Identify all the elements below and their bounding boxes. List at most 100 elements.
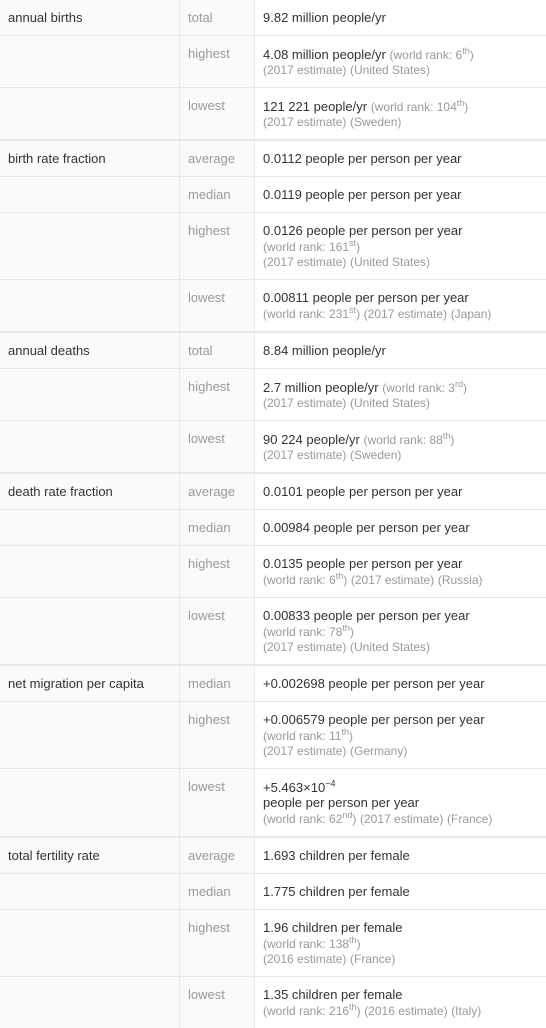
value-cell: 90 224 people/yr (world rank: 88th) (201… — [255, 421, 546, 472]
stat-label: highest — [180, 369, 255, 420]
rank-meta: (world rank: 6th) — [389, 48, 473, 62]
stat-label: highest — [180, 910, 255, 976]
value-cell: 0.0119 people per person per year — [255, 177, 546, 212]
group-label — [0, 910, 180, 976]
stat-label: total — [180, 0, 255, 35]
rank-meta: (world rank: 216th) — [263, 1004, 361, 1018]
stat-label: average — [180, 838, 255, 873]
group-label — [0, 546, 180, 597]
value-cell: 0.00811 people per person per year (worl… — [255, 280, 546, 331]
table-row: median 1.775 children per female — [0, 874, 546, 910]
estimate-meta: (2017 estimate) — [263, 744, 346, 758]
rank-meta: (world rank: 104th) — [371, 100, 469, 114]
value-cell: 9.82 million people/yr — [255, 0, 546, 35]
main-value: 1.96 children per female — [263, 920, 402, 935]
group-label — [0, 510, 180, 545]
rank-meta: (world rank: 78th) — [263, 625, 354, 639]
country-meta: (Italy) — [451, 1004, 481, 1018]
main-value: 121 221 people/yr — [263, 99, 367, 114]
country-meta: (United States) — [350, 640, 430, 654]
estimate-meta: (2017 estimate) — [263, 63, 346, 77]
main-value: 90 224 people/yr — [263, 432, 360, 447]
value-cell: 0.0112 people per person per year — [255, 141, 546, 176]
country-meta: (Japan) — [451, 307, 492, 321]
stat-label: highest — [180, 546, 255, 597]
table-row: median 0.0119 people per person per year — [0, 177, 546, 213]
value-cell: +0.002698 people per person per year — [255, 666, 546, 701]
estimate-meta: (2016 estimate) — [263, 952, 346, 966]
rank-meta: (world rank: 88th) — [363, 433, 454, 447]
country-meta: (United States) — [350, 255, 430, 269]
main-value: 0.0101 people per person per year — [263, 484, 462, 499]
stat-label: lowest — [180, 280, 255, 331]
value-cell: 8.84 million people/yr — [255, 333, 546, 368]
main-value: 0.00811 people per person per year — [263, 290, 469, 305]
rank-meta: (world rank: 6th) — [263, 573, 347, 587]
table-row: median 0.00984 people per person per yea… — [0, 510, 546, 546]
table-row: lowest 0.00811 people per person per yea… — [0, 280, 546, 332]
main-value: 9.82 million people/yr — [263, 10, 386, 25]
value-cell: 121 221 people/yr (world rank: 104th) (2… — [255, 88, 546, 139]
estimate-meta: (2017 estimate) — [263, 448, 346, 462]
stat-label: median — [180, 874, 255, 909]
stat-label: highest — [180, 213, 255, 279]
table-row: highest 0.0126 people per person per yea… — [0, 213, 546, 280]
group-label: birth rate fraction — [0, 141, 180, 176]
rank-meta: (world rank: 3rd) — [382, 381, 467, 395]
group-label — [0, 88, 180, 139]
group-label — [0, 421, 180, 472]
rank-meta: (world rank: 62nd) — [263, 812, 356, 826]
value-cell: 2.7 million people/yr (world rank: 3rd) … — [255, 369, 546, 420]
main-value: 8.84 million people/yr — [263, 343, 386, 358]
country-meta: (Sweden) — [350, 448, 401, 462]
value-cell: 0.0101 people per person per year — [255, 474, 546, 509]
table-row: death rate fraction average 0.0101 peopl… — [0, 473, 546, 510]
main-value: +5.463×10−4 — [263, 780, 335, 795]
stat-label: lowest — [180, 977, 255, 1028]
country-meta: (France) — [350, 952, 395, 966]
table-row: birth rate fraction average 0.0112 peopl… — [0, 140, 546, 177]
group-label — [0, 36, 180, 87]
table-row: net migration per capita median +0.00269… — [0, 665, 546, 702]
value-cell: 1.693 children per female — [255, 838, 546, 873]
stats-table: annual births total 9.82 million people/… — [0, 0, 546, 1028]
stat-label: median — [180, 177, 255, 212]
group-label — [0, 280, 180, 331]
group-label: annual births — [0, 0, 180, 35]
main-value: 1.35 children per female — [263, 987, 402, 1002]
value-cell: 1.35 children per female (world rank: 21… — [255, 977, 546, 1028]
group-label — [0, 369, 180, 420]
main-value: 0.0119 people per person per year — [263, 187, 462, 202]
main-value: 0.0126 people per person per year — [263, 223, 462, 238]
stat-label: average — [180, 474, 255, 509]
table-row: lowest 90 224 people/yr (world rank: 88t… — [0, 421, 546, 473]
group-label — [0, 769, 180, 836]
stat-label: lowest — [180, 88, 255, 139]
rank-meta: (world rank: 161st) — [263, 240, 360, 254]
stat-label: total — [180, 333, 255, 368]
value-cell: +0.006579 people per person per year (wo… — [255, 702, 546, 768]
value-cell: 0.0135 people per person per year (world… — [255, 546, 546, 597]
table-row: highest 1.96 children per female (world … — [0, 910, 546, 977]
group-label — [0, 977, 180, 1028]
estimate-meta: (2017 estimate) — [364, 307, 447, 321]
rank-meta: (world rank: 138th) — [263, 937, 361, 951]
estimate-meta: (2017 estimate) — [360, 812, 443, 826]
group-label — [0, 213, 180, 279]
rank-meta: (world rank: 231st) — [263, 307, 360, 321]
main-value: +0.006579 people per person per year — [263, 712, 485, 727]
value-cell: 4.08 million people/yr (world rank: 6th)… — [255, 36, 546, 87]
stat-label: lowest — [180, 598, 255, 664]
group-label — [0, 702, 180, 768]
main-value: 1.775 children per female — [263, 884, 410, 899]
estimate-meta: (2017 estimate) — [263, 640, 346, 654]
main-value: 1.693 children per female — [263, 848, 410, 863]
stat-label: median — [180, 666, 255, 701]
stat-label: average — [180, 141, 255, 176]
estimate-meta: (2017 estimate) — [351, 573, 434, 587]
group-label — [0, 874, 180, 909]
country-meta: (Russia) — [438, 573, 483, 587]
main-value: +0.002698 people per person per year — [263, 676, 485, 691]
table-row: annual deaths total 8.84 million people/… — [0, 332, 546, 369]
value-cell: 0.0126 people per person per year (world… — [255, 213, 546, 279]
